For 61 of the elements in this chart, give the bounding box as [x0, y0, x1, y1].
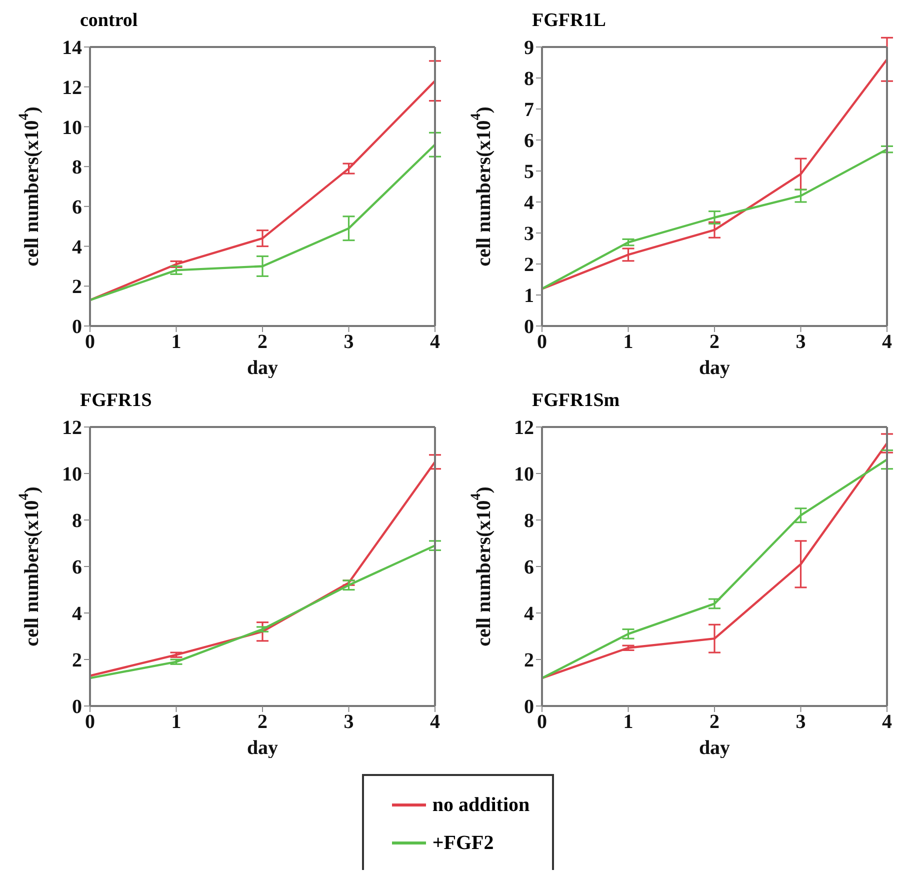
x-tick-label: 3	[796, 331, 806, 354]
chart-title: FGFR1Sm	[532, 390, 620, 412]
y-tick-label: 8	[524, 510, 534, 532]
y-tick-label: 12	[514, 417, 534, 440]
legend-label: +FGF2	[432, 832, 494, 854]
x-tick-label: 2	[258, 331, 268, 354]
chart-title: FGFR1L	[532, 10, 606, 32]
y-tick-label: 2	[72, 276, 82, 298]
y-tick-label: 0	[72, 316, 82, 338]
y-tick-label: 10	[62, 116, 82, 139]
x-tick-label: 1	[623, 331, 634, 354]
y-tick-label: 9	[524, 37, 534, 60]
y-tick-label: 6	[524, 556, 534, 579]
y-tick-label: 8	[524, 68, 534, 90]
x-tick-label: 3	[344, 711, 354, 734]
y-tick-label: 4	[524, 603, 534, 626]
y-tick-label: 10	[514, 464, 534, 486]
y-tick-label: 7	[524, 99, 534, 122]
x-axis-title: day	[246, 737, 278, 759]
x-tick-label: 3	[344, 331, 354, 354]
chart-title: control	[80, 10, 138, 32]
y-tick-label: 8	[72, 510, 82, 532]
y-tick-label: 8	[72, 156, 82, 179]
x-tick-label: 4	[882, 711, 892, 734]
y-tick-label: 0	[524, 696, 534, 718]
y-tick-label: 2	[72, 650, 82, 672]
y-tick-label: 0	[72, 696, 82, 718]
x-axis-title: day	[698, 737, 730, 759]
y-tick-label: 4	[524, 192, 534, 214]
x-tick-label: 1	[623, 711, 634, 734]
y-tick-label: 12	[62, 417, 82, 440]
x-axis-title: day	[698, 357, 730, 379]
y-tick-label: 4	[72, 236, 82, 258]
legend-label: no addition	[432, 794, 530, 816]
y-tick-label: 2	[524, 650, 534, 672]
line-series	[542, 58, 887, 290]
chart-title: FGFR1S	[80, 390, 152, 412]
x-tick-label: 1	[171, 331, 182, 354]
y-tick-label: 10	[62, 464, 82, 486]
x-tick-label: 2	[258, 711, 268, 734]
line-series	[90, 144, 435, 302]
y-tick-label: 6	[72, 556, 82, 579]
x-tick-label: 4	[430, 331, 440, 354]
x-tick-label: 4	[430, 711, 440, 734]
y-tick-label: 6	[524, 130, 534, 152]
x-tick-label: 4	[882, 331, 892, 354]
x-tick-label: 2	[710, 331, 720, 354]
y-tick-label: 2	[524, 254, 534, 276]
y-tick-label: 12	[62, 76, 82, 99]
y-tick-label: 1	[524, 285, 534, 308]
line-series	[90, 80, 435, 302]
x-axis-title: day	[246, 357, 278, 379]
y-tick-label: 6	[72, 196, 82, 219]
y-tick-label: 14	[62, 37, 82, 60]
x-tick-label: 3	[796, 711, 806, 734]
y-tick-label: 3	[524, 223, 534, 246]
y-tick-label: 5	[524, 161, 534, 184]
x-tick-label: 1	[171, 711, 182, 734]
y-tick-label: 4	[72, 603, 82, 626]
x-tick-label: 2	[710, 711, 720, 734]
y-tick-label: 0	[524, 316, 534, 338]
